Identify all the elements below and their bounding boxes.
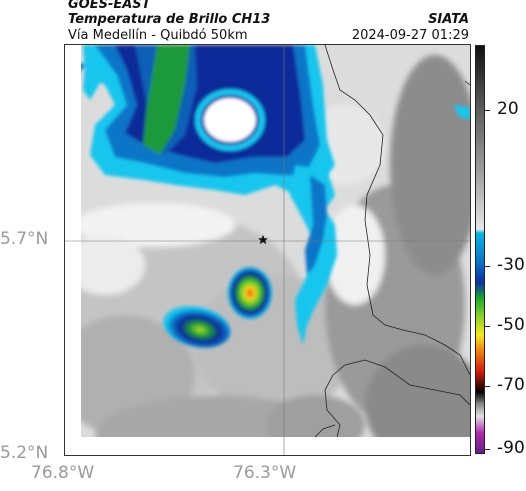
department-borders — [314, 45, 470, 438]
colorbar-tick — [485, 326, 490, 327]
map-canvas — [65, 45, 470, 455]
colorbar-label: -90 — [497, 438, 525, 458]
lon-label: 76.8°W — [31, 463, 95, 483]
storm-cell-west — [163, 306, 231, 348]
timestamp-label: 2024-09-27 01:29 — [351, 28, 469, 43]
organization-label: SIATA — [428, 12, 469, 27]
colorbar-tick — [485, 110, 490, 111]
bottom-margin — [65, 437, 470, 455]
colorbar-label: -70 — [497, 375, 525, 395]
colorbar-tick — [485, 449, 490, 450]
lat-label: 5.7°N — [0, 229, 49, 249]
left-margin — [65, 45, 81, 455]
product-title: Temperatura de Brillo CH13 — [68, 12, 271, 27]
lon-label: 76.3°W — [233, 463, 297, 483]
route-label: Vía Medellín - Quibdó 50km — [68, 28, 248, 43]
colorbar-tick — [485, 386, 490, 387]
star-icon — [258, 235, 268, 245]
lat-label: 5.2°N — [0, 443, 49, 463]
cloud-band-east — [290, 105, 470, 345]
colorbar-label: 20 — [497, 99, 519, 119]
colorbar-label: -50 — [497, 315, 525, 335]
colorbar — [475, 45, 485, 454]
colorbar-tick — [485, 266, 490, 267]
cloud-complex-north — [65, 45, 335, 195]
colorbar-label: -30 — [497, 255, 525, 275]
satellite-map[interactable] — [64, 44, 471, 456]
satellite-title: GOES-EAST — [68, 0, 151, 12]
storm-cell-east — [228, 267, 272, 319]
